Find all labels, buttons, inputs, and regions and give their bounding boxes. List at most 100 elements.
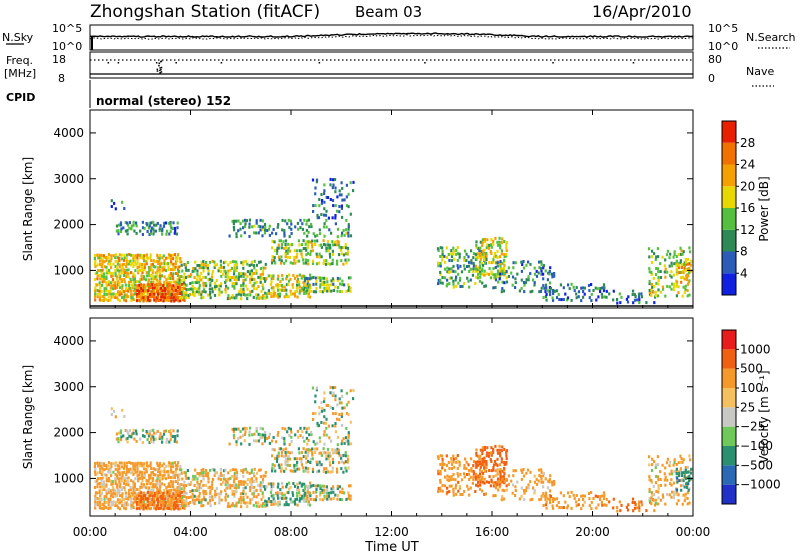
velocity-cell [255,488,258,492]
velocity-cell [227,483,230,487]
velocity-cell [107,479,110,483]
velocity-cell [682,458,685,462]
velocity-cell [330,439,333,443]
power-cell [96,269,100,272]
power-cell [307,218,310,222]
velocity-cell [118,461,121,465]
power-cell [673,250,676,254]
velocity-cell [183,495,186,498]
velocity-cell [211,495,214,499]
velocity-cell [191,477,194,481]
power-cell [329,262,332,266]
power-cell [171,257,175,261]
power-cell [217,284,220,288]
power-cell [273,259,276,263]
velocity-cell [532,486,535,490]
velocity-cell [155,504,159,508]
velocity-cell [481,477,484,481]
power-cell [458,255,461,259]
power-cell [472,264,475,268]
velocity-cell [445,464,449,467]
power-cell [108,259,111,263]
velocity-cell [496,451,500,455]
velocity-cell [233,484,236,488]
power-cell [498,255,502,259]
velocity-cell [342,470,345,474]
velocity-cell [172,480,175,484]
power-cell [522,260,525,263]
power-cell [648,288,651,292]
velocity-cell [325,457,328,461]
velocity-cell [267,497,270,501]
velocity-cell [320,451,323,455]
velocity-cell [648,487,651,491]
power-cell [143,254,146,258]
velocity-cell [472,477,475,481]
velocity-cell [203,496,206,500]
velocity-cell [150,485,153,489]
velocity-cell [160,482,163,486]
colorbar-tick-label: −1000 [740,478,781,492]
velocity-cell [657,490,660,494]
power-cell [297,239,300,243]
power-cell [523,283,526,287]
velocity-cell [675,478,678,482]
power-cell [127,272,130,276]
velocity-cell [474,472,478,476]
velocity-cell [481,475,484,479]
velocity-cell [482,471,485,475]
power-cell [566,296,570,300]
velocity-cell [465,467,468,471]
velocity-cell [542,504,545,507]
velocity-cell [151,494,154,498]
velocity-cell [215,492,218,496]
power-cell [492,255,496,259]
velocity-cell [345,497,348,501]
power-cell [499,260,502,263]
velocity-cell [347,433,350,437]
power-cell [678,263,681,267]
velocity-cell [184,471,187,475]
power-cell [329,183,332,187]
power-cell [547,289,550,293]
velocity-cell [329,391,332,395]
power-cell [666,284,669,288]
velocity-cell [134,462,137,466]
power-cell [233,228,236,232]
power-cell [314,276,317,280]
power-cell [341,231,344,235]
power-cell [477,266,480,270]
power-cell [280,246,283,250]
velocity-cell [249,489,252,492]
power-cell [206,263,210,267]
power-cell [441,255,444,259]
power-cell [162,284,165,288]
velocity-cell [346,460,349,464]
power-cell [130,293,133,296]
power-cell [171,268,174,272]
power-cell [490,252,493,255]
velocity-cell [99,477,102,481]
power-cell [218,290,221,294]
power-cell [242,290,245,294]
power-cell [306,246,309,250]
power-cell [261,283,264,287]
velocity-cell [648,455,651,459]
velocity-cell [93,486,97,489]
velocity-cell [246,495,249,499]
velocity-cell [205,469,208,472]
velocity-cell [474,460,477,464]
power-cell [511,283,514,287]
power-cell [271,239,274,243]
power-cell [114,269,117,273]
velocity-cell [675,492,678,496]
velocity-cell [132,428,135,432]
power-cell [468,285,471,289]
velocity-cell [143,462,146,466]
velocity-cell [233,427,236,431]
power-cell [123,280,126,284]
velocity-cell [331,424,334,428]
power-cell [325,195,328,199]
velocity-cell [159,490,162,494]
velocity-cell [155,431,158,435]
